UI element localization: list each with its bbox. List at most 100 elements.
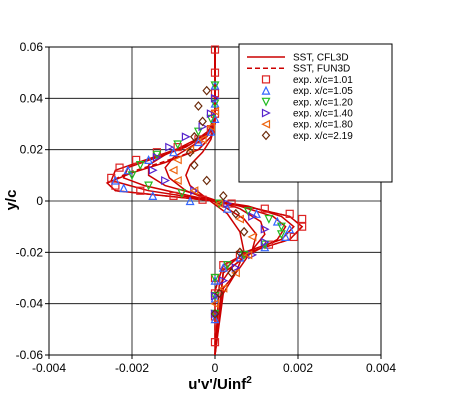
legend-marker-swatch	[261, 85, 271, 95]
data-point	[190, 160, 199, 171]
y-tick-label: 0.04	[20, 91, 44, 105]
data-point	[289, 232, 298, 242]
series-markers-2	[127, 81, 286, 319]
data-point	[243, 250, 253, 260]
legend-marker-swatch	[261, 108, 271, 118]
data-point	[243, 207, 253, 217]
data-point	[276, 230, 286, 240]
x-tick-label: -0.004	[32, 361, 66, 375]
data-point	[168, 165, 178, 175]
data-point	[298, 222, 307, 231]
data-point	[219, 276, 229, 286]
legend-label: exp. x/c=1.40	[293, 109, 353, 120]
data-point	[119, 183, 129, 193]
x-tick-label: 0	[212, 361, 219, 375]
data-point	[169, 191, 178, 200]
x-tick-label: 0.002	[283, 361, 313, 375]
legend-label: SST, FUN3D	[293, 64, 350, 75]
data-point	[247, 232, 257, 242]
data-point	[152, 152, 162, 162]
data-point	[194, 101, 203, 111]
legend-marker-swatch	[261, 119, 271, 129]
x-axis-title-main: u'v'/Uinf	[188, 376, 247, 393]
data-point	[210, 93, 220, 103]
data-point	[111, 181, 120, 190]
data-point	[110, 175, 120, 185]
y-tick-label: 0.02	[20, 143, 44, 157]
data-point	[218, 262, 228, 272]
data-point	[210, 291, 220, 301]
y-tick-label: 0.06	[20, 40, 44, 54]
data-point	[144, 155, 154, 164]
data-point	[197, 134, 207, 144]
data-point	[144, 181, 154, 191]
y-tick-label: -0.04	[16, 297, 44, 311]
data-point	[148, 191, 158, 200]
data-point	[206, 126, 216, 136]
data-point	[148, 165, 158, 175]
data-point	[210, 308, 220, 319]
data-point	[260, 242, 270, 252]
x-axis-title: u'v'/Uinf2	[188, 375, 252, 393]
data-point	[190, 131, 199, 142]
data-point	[172, 176, 182, 185]
data-point	[285, 224, 295, 234]
tick-labels: -0.004 -0.002 0 0.002 0.004 -0.06 -0.04 -0.02 0 0…	[16, 40, 397, 375]
data-point	[235, 247, 245, 258]
data-point	[185, 196, 195, 206]
legend-marker-swatch	[261, 130, 271, 141]
data-point	[264, 214, 274, 224]
data-point	[136, 186, 145, 195]
data-point	[222, 261, 232, 271]
legend-label: exp. x/c=1.05	[293, 86, 353, 97]
data-point	[115, 163, 124, 172]
legend-label: exp. x/c=1.20	[293, 97, 353, 108]
data-point	[177, 189, 187, 199]
data-point	[185, 147, 195, 158]
data-point	[210, 45, 220, 54]
data-point	[235, 214, 244, 224]
data-point	[198, 116, 207, 127]
data-point	[172, 155, 182, 165]
data-point	[181, 132, 191, 142]
y-tick-label: -0.02	[16, 245, 44, 259]
y-tick-label: -0.06	[16, 348, 44, 362]
data-point	[235, 252, 245, 262]
data-point	[214, 199, 224, 209]
data-point	[272, 216, 282, 226]
legend-box	[238, 43, 393, 183]
data-point	[210, 338, 220, 347]
data-point	[210, 106, 220, 116]
data-point	[132, 155, 141, 165]
legend-marker-swatch	[261, 97, 271, 107]
data-point	[206, 109, 216, 119]
data-point	[281, 232, 291, 241]
data-point	[227, 199, 236, 208]
data-point	[219, 190, 228, 201]
data-point	[189, 186, 199, 196]
data-point	[210, 314, 220, 324]
data-point	[193, 137, 203, 147]
data-point	[165, 142, 175, 152]
legend-label: exp. x/c=1.80	[293, 120, 353, 131]
data-point	[198, 195, 207, 204]
data-point	[231, 263, 241, 273]
data-point	[210, 299, 220, 309]
data-point	[276, 222, 286, 232]
x-tick-label: -0.002	[115, 361, 149, 375]
legend-label: SST, CFL3D	[293, 53, 349, 64]
series-markers-4	[168, 106, 257, 309]
experimental-markers	[107, 45, 307, 347]
data-point	[239, 226, 249, 237]
data-point	[227, 267, 236, 278]
data-point	[260, 224, 270, 234]
legend-label: exp. x/c=2.19	[293, 131, 353, 142]
data-point	[135, 161, 145, 170]
legend-marker-swatch	[261, 75, 271, 84]
data-point	[210, 291, 220, 301]
data-point	[248, 211, 258, 221]
data-point	[260, 204, 269, 213]
data-point	[252, 208, 261, 218]
data-point	[173, 143, 182, 152]
